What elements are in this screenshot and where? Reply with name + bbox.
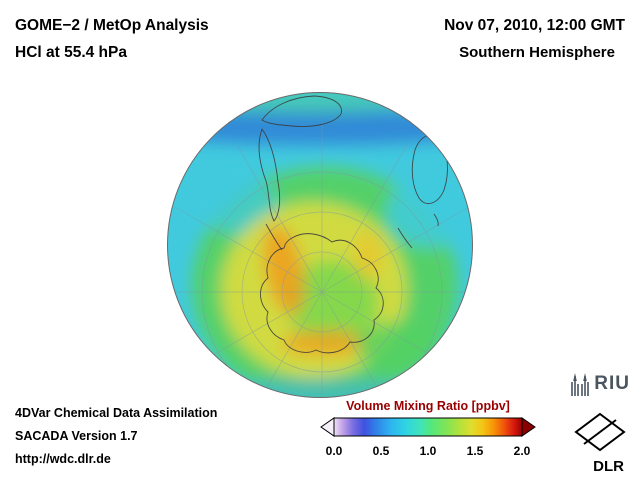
- tick-label: 1.0: [419, 444, 437, 458]
- coastlines: [258, 95, 448, 354]
- header-right: Nov 07, 2010, 12:00 GMT Southern Hemisph…: [444, 12, 625, 66]
- version-label: SACADA Version 1.7: [15, 429, 138, 443]
- dlr-emblem-icon: [574, 412, 626, 452]
- page-subtitle: HCl at 55.4 hPa: [15, 44, 127, 61]
- colorbar-gradient: [320, 417, 536, 437]
- dlr-logo: DLR: [574, 412, 626, 475]
- page-title: GOME−2 / MetOp Analysis: [15, 17, 209, 34]
- url-label: http://wdc.dlr.de: [15, 452, 111, 466]
- dlr-logo-text: DLR: [593, 458, 624, 475]
- hemisphere-label: Southern Hemisphere: [459, 44, 615, 61]
- date-label: Nov 07, 2010, 12:00 GMT: [444, 17, 625, 34]
- colorbar-title: Volume Mixing Ratio [ppbv]: [346, 399, 510, 413]
- colorbar-legend: Volume Mixing Ratio [ppbv]: [320, 399, 536, 460]
- colorbar-ticks: 0.0 0.5 1.0 1.5 2.0: [320, 444, 536, 460]
- tick-label: 1.5: [466, 444, 484, 458]
- footer-info: 4DVar Chemical Data Assimilation SACADA …: [15, 402, 217, 471]
- riu-logo: RIU: [570, 372, 630, 396]
- graticule: [167, 122, 473, 398]
- tick-label: 0.0: [325, 444, 343, 458]
- tick-label: 2.0: [513, 444, 531, 458]
- riu-logo-text: RIU: [594, 373, 630, 394]
- header-left: GOME−2 / MetOp Analysis HCl at 55.4 hPa: [15, 12, 209, 66]
- tick-label: 0.5: [372, 444, 390, 458]
- colorbar-left-arrow: [320, 417, 335, 437]
- colorbar-right-arrow: [521, 417, 536, 437]
- riu-cathedral-icon: [571, 373, 590, 396]
- assimilation-label: 4DVar Chemical Data Assimilation: [15, 406, 218, 420]
